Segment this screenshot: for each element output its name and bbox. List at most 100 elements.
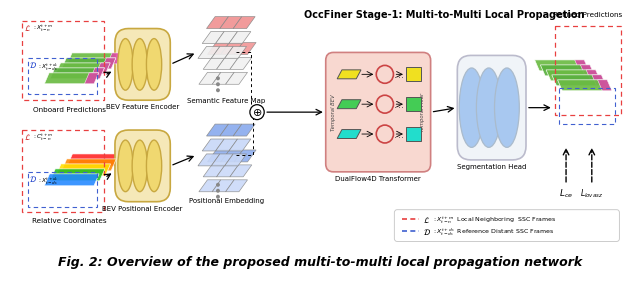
Polygon shape: [220, 124, 242, 136]
Text: $\mathcal{L}$: $\mathcal{L}$: [24, 132, 31, 142]
Polygon shape: [84, 73, 99, 84]
FancyBboxPatch shape: [458, 55, 526, 160]
Polygon shape: [220, 17, 242, 29]
Text: $: X_{t-n}^{t+m}$: $: X_{t-n}^{t+m}$: [32, 24, 53, 34]
Polygon shape: [225, 72, 248, 84]
Polygon shape: [56, 164, 111, 176]
FancyBboxPatch shape: [115, 29, 170, 100]
Circle shape: [250, 105, 264, 120]
Text: $: X_{t-d_s}^{t+d_s}$: $: X_{t-d_s}^{t+d_s}$: [36, 175, 58, 187]
Polygon shape: [234, 150, 256, 162]
Polygon shape: [225, 46, 246, 58]
Ellipse shape: [476, 68, 501, 147]
Ellipse shape: [376, 125, 394, 143]
Polygon shape: [207, 150, 229, 162]
Polygon shape: [50, 169, 105, 181]
Text: $L_{ce}$: $L_{ce}$: [559, 188, 573, 200]
Text: .: .: [394, 130, 397, 140]
Text: Refined Predictions: Refined Predictions: [554, 12, 623, 18]
Bar: [406, 127, 421, 141]
Ellipse shape: [376, 65, 394, 83]
Polygon shape: [207, 17, 228, 29]
Circle shape: [217, 89, 219, 92]
Polygon shape: [207, 124, 228, 136]
Text: .: .: [397, 70, 401, 80]
Text: .: .: [397, 100, 401, 110]
Bar: [555, 26, 621, 115]
Circle shape: [217, 77, 219, 80]
Polygon shape: [233, 17, 255, 29]
Ellipse shape: [147, 140, 162, 192]
Polygon shape: [540, 65, 595, 76]
Polygon shape: [221, 150, 243, 162]
Polygon shape: [207, 42, 229, 55]
Text: Relative Coordinates: Relative Coordinates: [32, 217, 106, 224]
FancyBboxPatch shape: [394, 210, 620, 241]
Text: Fig. 2: Overview of the proposed multi-to-multi local propagation network: Fig. 2: Overview of the proposed multi-t…: [58, 257, 582, 269]
Polygon shape: [56, 63, 110, 74]
Text: $: C_{t-n}^{t+m}$: $: C_{t-n}^{t+m}$: [32, 133, 53, 143]
Bar: [406, 97, 421, 111]
Polygon shape: [102, 58, 116, 69]
Ellipse shape: [118, 38, 133, 90]
Text: Positional Embedding: Positional Embedding: [189, 198, 264, 204]
Polygon shape: [61, 58, 116, 69]
Circle shape: [217, 83, 219, 86]
Ellipse shape: [118, 140, 133, 192]
Text: Semantic Feature Map: Semantic Feature Map: [188, 98, 266, 104]
Polygon shape: [234, 42, 256, 55]
Text: Segmentation Head: Segmentation Head: [457, 164, 526, 170]
Text: $\mathcal{L}$: $\mathcal{L}$: [423, 215, 430, 225]
Text: $\mathcal{D}$: $\mathcal{D}$: [423, 227, 431, 237]
Bar: [28, 58, 97, 94]
Bar: [559, 88, 614, 124]
Ellipse shape: [460, 68, 484, 147]
Polygon shape: [592, 75, 606, 86]
Bar: [28, 172, 97, 207]
Polygon shape: [202, 31, 224, 44]
Polygon shape: [230, 57, 252, 69]
Polygon shape: [230, 165, 252, 177]
Polygon shape: [575, 60, 589, 71]
Polygon shape: [44, 174, 99, 186]
Polygon shape: [67, 53, 122, 64]
Polygon shape: [557, 80, 612, 91]
Text: $\mathcal{L}$: $\mathcal{L}$: [24, 22, 31, 33]
Polygon shape: [108, 53, 122, 64]
Polygon shape: [198, 46, 220, 58]
Text: .: .: [397, 130, 401, 140]
Polygon shape: [225, 154, 246, 166]
Polygon shape: [211, 154, 233, 166]
Polygon shape: [216, 165, 239, 177]
Text: $\mathcal{D}$: $\mathcal{D}$: [29, 60, 37, 71]
Polygon shape: [96, 63, 110, 74]
Text: $\oplus$: $\oplus$: [252, 107, 262, 118]
Polygon shape: [67, 154, 122, 166]
Polygon shape: [50, 68, 104, 79]
Polygon shape: [212, 180, 234, 192]
Polygon shape: [211, 46, 233, 58]
Polygon shape: [337, 130, 361, 139]
Bar: [22, 130, 104, 212]
Polygon shape: [198, 154, 220, 166]
Text: DualFlow4D Transformer: DualFlow4D Transformer: [335, 176, 421, 182]
Polygon shape: [337, 70, 361, 79]
Polygon shape: [61, 159, 116, 171]
FancyBboxPatch shape: [115, 130, 170, 202]
Polygon shape: [44, 73, 99, 84]
Polygon shape: [203, 57, 225, 69]
Text: Temporal Pillar: Temporal Pillar: [420, 92, 424, 132]
Text: $: X_{t-n}^{t+m}$  Local Neighboring  SSC Frames: $: X_{t-n}^{t+m}$ Local Neighboring SSC …: [431, 215, 556, 226]
Ellipse shape: [132, 38, 147, 90]
Text: $: X_{t-d_s}^{t+d_s}$  Reference Distant SSC Frames: $: X_{t-d_s}^{t+d_s}$ Reference Distant …: [431, 227, 554, 239]
Polygon shape: [552, 75, 606, 86]
Polygon shape: [598, 80, 612, 91]
Polygon shape: [212, 72, 234, 84]
Polygon shape: [233, 124, 255, 136]
Polygon shape: [229, 31, 251, 44]
Polygon shape: [225, 180, 248, 192]
Text: .: .: [394, 70, 397, 80]
Text: .: .: [401, 100, 404, 110]
Text: $L_{lovasz}$: $L_{lovasz}$: [580, 188, 604, 200]
Text: $: X_{t-d_s}^{t+d_s}$: $: X_{t-d_s}^{t+d_s}$: [36, 61, 58, 73]
